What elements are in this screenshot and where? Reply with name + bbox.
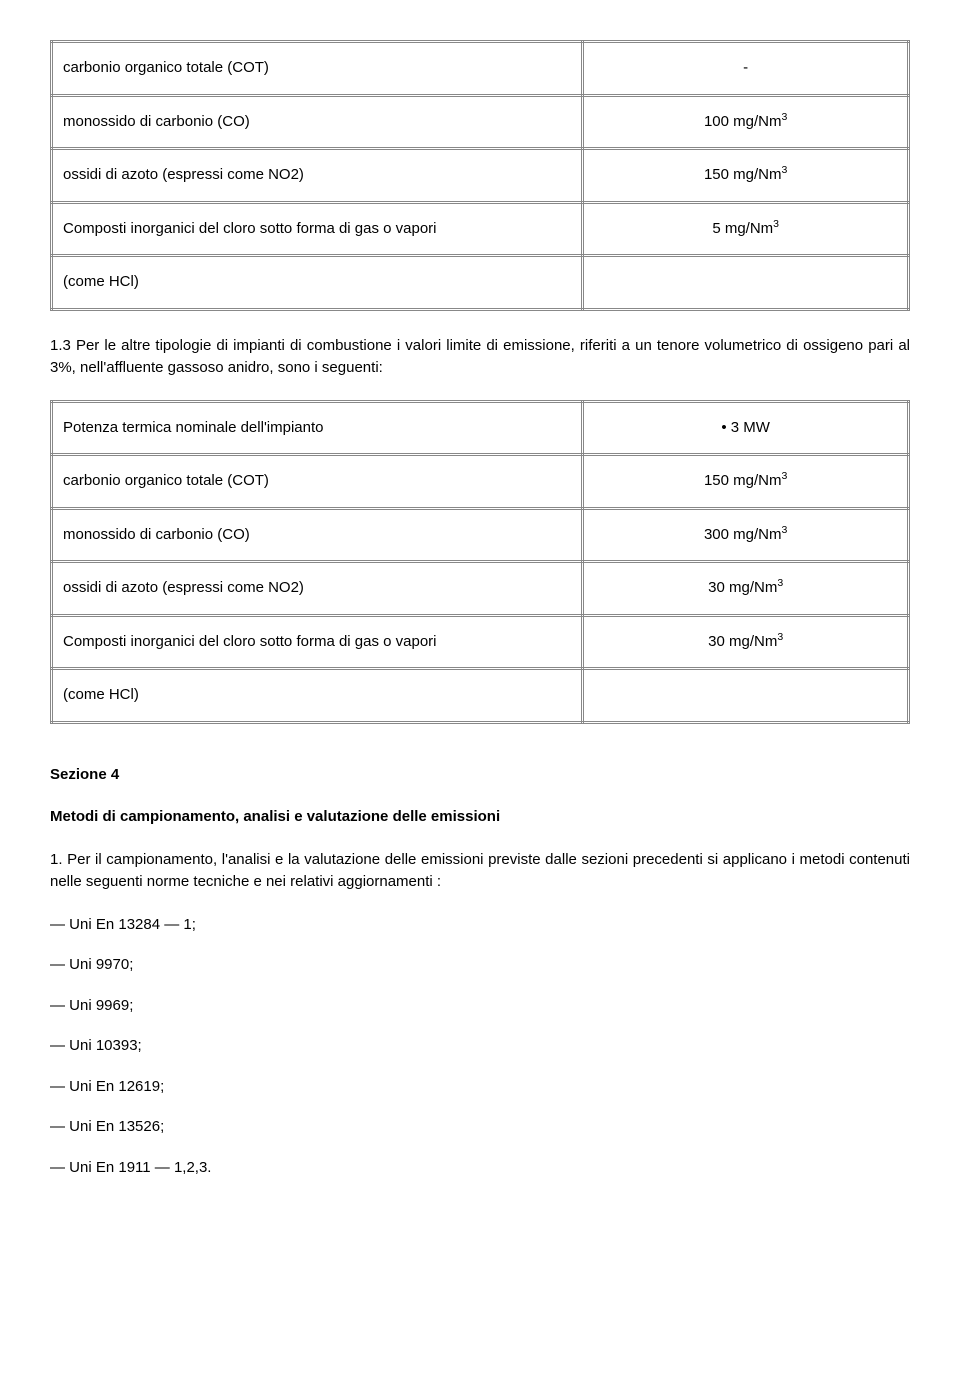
table-cell-value: 300 mg/Nm3 — [583, 508, 909, 562]
table-cell-label: Potenza termica nominale dell'impianto — [52, 401, 583, 455]
table-cell-label: carbonio organico totale (COT) — [52, 42, 583, 96]
table-cell-value: 5 mg/Nm3 — [583, 202, 909, 256]
paragraph-1-3: 1.3 Per le altre tipologie di impianti d… — [50, 335, 910, 380]
table-row: Composti inorganici del cloro sotto form… — [52, 202, 909, 256]
norm-item: — Uni En 1911 — 1,2,3. — [50, 1157, 910, 1180]
table-cell-value: 30 mg/Nm3 — [583, 615, 909, 669]
table-cell-label: ossidi di azoto (espressi come NO2) — [52, 562, 583, 616]
section-4-paragraph: 1. Per il campionamento, l'analisi e la … — [50, 849, 910, 894]
table-cell-value: 100 mg/Nm3 — [583, 95, 909, 149]
table-row: monossido di carbonio (CO)300 mg/Nm3 — [52, 508, 909, 562]
table-row: ossidi di azoto (espressi come NO2)150 m… — [52, 149, 909, 203]
table-row: ossidi di azoto (espressi come NO2)30 mg… — [52, 562, 909, 616]
norm-item: — Uni 10393; — [50, 1035, 910, 1058]
table-cell-label: monossido di carbonio (CO) — [52, 95, 583, 149]
table-cell-value — [583, 256, 909, 310]
table-cell-value: 150 mg/Nm3 — [583, 455, 909, 509]
table-cell-label: (come HCl) — [52, 669, 583, 723]
table-row: (come HCl) — [52, 256, 909, 310]
table-cell-value: 150 mg/Nm3 — [583, 149, 909, 203]
table-row: Potenza termica nominale dell'impianto• … — [52, 401, 909, 455]
table-row: monossido di carbonio (CO)100 mg/Nm3 — [52, 95, 909, 149]
table-cell-label: Composti inorganici del cloro sotto form… — [52, 615, 583, 669]
section-4-subtitle: Metodi di campionamento, analisi e valut… — [50, 806, 910, 829]
table-cell-value — [583, 669, 909, 723]
table-cell-label: ossidi di azoto (espressi come NO2) — [52, 149, 583, 203]
norms-list: — Uni En 13284 — 1; — Uni 9970; — Uni 9969… — [50, 914, 910, 1180]
table-row: carbonio organico totale (COT)150 mg/Nm3 — [52, 455, 909, 509]
table-cell-value: - — [583, 42, 909, 96]
table-cell-label: carbonio organico totale (COT) — [52, 455, 583, 509]
table-cell-value: 30 mg/Nm3 — [583, 562, 909, 616]
table-cell-label: (come HCl) — [52, 256, 583, 310]
table-cell-value: • 3 MW — [583, 401, 909, 455]
table-row: carbonio organico totale (COT)- — [52, 42, 909, 96]
norm-item: — Uni 9970; — [50, 954, 910, 977]
table-row: Composti inorganici del cloro sotto form… — [52, 615, 909, 669]
norm-item: — Uni En 12619; — [50, 1076, 910, 1099]
norm-item: — Uni En 13526; — [50, 1116, 910, 1139]
table-emission-limits-2: Potenza termica nominale dell'impianto• … — [50, 400, 910, 724]
table-cell-label: Composti inorganici del cloro sotto form… — [52, 202, 583, 256]
section-4-title: Sezione 4 — [50, 764, 910, 787]
norm-item: — Uni 9969; — [50, 995, 910, 1018]
norm-item: — Uni En 13284 — 1; — [50, 914, 910, 937]
table-emission-limits-1: carbonio organico totale (COT)-monossido… — [50, 40, 910, 311]
table-row: (come HCl) — [52, 669, 909, 723]
table-cell-label: monossido di carbonio (CO) — [52, 508, 583, 562]
